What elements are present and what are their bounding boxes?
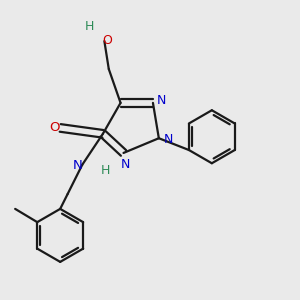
Text: H: H: [84, 20, 94, 33]
Text: N: N: [164, 133, 173, 146]
Text: O: O: [102, 34, 112, 47]
Text: N: N: [73, 159, 83, 172]
Text: O: O: [49, 121, 60, 134]
Text: H: H: [101, 164, 110, 177]
Text: N: N: [157, 94, 167, 107]
Text: N: N: [120, 158, 130, 171]
